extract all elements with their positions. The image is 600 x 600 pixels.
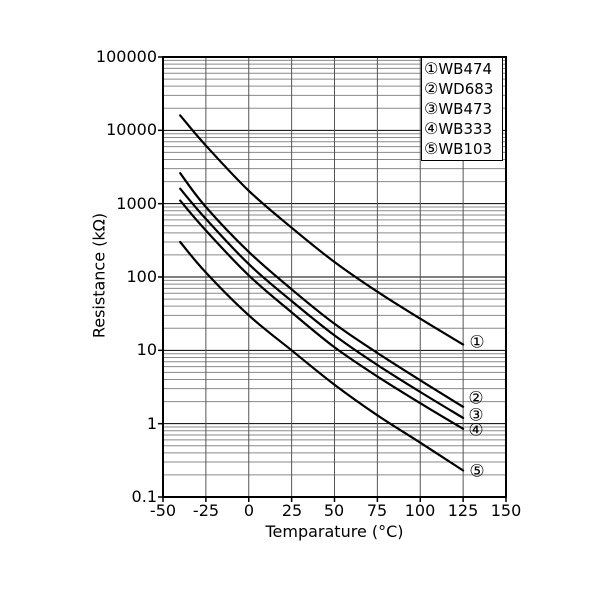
x-tick-label: 125	[447, 501, 479, 520]
x-tick-label: 50	[323, 501, 345, 520]
legend-item: ③WB473	[424, 99, 502, 119]
x-tick-label: -50	[149, 501, 177, 520]
curve-WD683	[179, 172, 465, 408]
curve-WB103	[179, 240, 465, 472]
legend-item: ④WB333	[424, 119, 502, 139]
x-tick-label: 100	[404, 501, 436, 520]
legend-marker-circled-4: ④	[424, 119, 439, 138]
x-tick-label: 150	[490, 501, 522, 520]
x-tick-label: -25	[192, 501, 220, 520]
y-tick-label: 100	[126, 267, 157, 286]
x-tick-label: 0	[243, 501, 255, 520]
legend-series-name: WB333	[438, 120, 493, 138]
curve-WB333	[179, 199, 465, 430]
y-tick-label: 10000	[106, 120, 157, 139]
curve-WB474	[179, 114, 465, 346]
legend-marker-circled-3: ③	[424, 99, 439, 118]
curve-end-label-1: ①	[469, 332, 485, 353]
curve-end-label-5: ⑤	[469, 461, 485, 482]
x-tick-label: 25	[281, 501, 303, 520]
legend-series-name: WB474	[438, 60, 493, 78]
legend-marker-circled-2: ②	[424, 79, 439, 98]
x-tick-label: 75	[366, 501, 388, 520]
x-axis-title: Temparature (°C)	[265, 522, 404, 541]
y-tick-label: 1	[146, 414, 157, 433]
y-tick-label: 10	[136, 340, 157, 359]
y-tick-label: 0.1	[131, 487, 157, 506]
legend: ①WB474 ②WD683 ③WB473 ④WB333 ⑤WB103	[421, 57, 503, 161]
y-tick-label: 1000	[116, 194, 157, 213]
legend-item: ②WD683	[424, 79, 502, 99]
legend-series-name: WB473	[438, 100, 493, 118]
curve-end-label-3: ③	[468, 405, 484, 426]
y-tick-label: 100000	[95, 47, 157, 66]
curve-end-label-2: ②	[468, 388, 484, 409]
curve-WB473	[179, 187, 465, 419]
legend-item: ①WB474	[424, 59, 502, 79]
legend-marker-circled-1: ①	[424, 59, 439, 78]
legend-series-name: WD683	[438, 80, 494, 98]
legend-series-name: WB103	[438, 140, 493, 158]
curve-end-label-4: ④	[468, 420, 484, 441]
legend-marker-circled-5: ⑤	[424, 139, 439, 158]
legend-item: ⑤WB103	[424, 139, 502, 159]
y-axis-title: Resistance (kΩ)	[89, 212, 109, 339]
